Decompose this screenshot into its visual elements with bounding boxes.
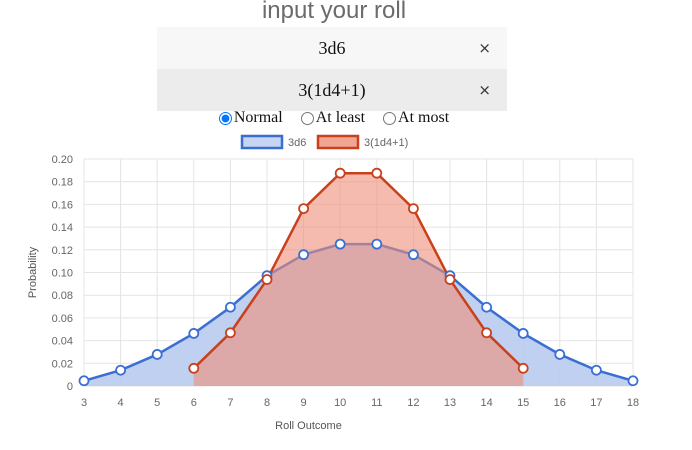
x-tick-label: 7 — [227, 397, 233, 409]
y-tick-label: 0.14 — [52, 222, 73, 234]
roll-expression: 3d6 — [318, 37, 346, 58]
y-tick-label: 0.02 — [52, 358, 73, 370]
x-tick-label: 10 — [334, 397, 346, 409]
mode-option-at-least[interactable]: At least — [300, 109, 366, 127]
data-point — [517, 328, 529, 339]
x-tick-label: 9 — [301, 397, 307, 409]
x-tick-label: 6 — [191, 397, 197, 409]
data-point — [407, 249, 419, 261]
mode-radio-normal[interactable] — [218, 111, 232, 125]
y-tick-label: 0.06 — [52, 313, 73, 325]
data-point — [517, 362, 529, 374]
x-tick-label: 18 — [627, 397, 639, 409]
mode-option-normal[interactable]: Normal — [218, 109, 283, 127]
x-tick-label: 5 — [154, 397, 160, 409]
data-point — [334, 167, 346, 179]
x-tick-label: 17 — [590, 397, 602, 409]
data-point — [334, 238, 346, 250]
data-point — [481, 327, 493, 339]
roll-entry-3d6[interactable]: 3d6 × — [157, 27, 507, 69]
y-tick-label: 0 — [67, 381, 73, 393]
data-point — [627, 375, 639, 387]
legend-swatch — [316, 134, 360, 150]
y-tick-label: 0.10 — [52, 268, 73, 280]
x-tick-label: 16 — [554, 397, 566, 409]
data-point — [261, 274, 273, 285]
y-tick-label: 0.18 — [52, 177, 73, 189]
y-tick-label: 0.12 — [52, 245, 73, 257]
data-point — [151, 349, 163, 360]
page-title: input your roll — [261, 0, 407, 24]
x-tick-label: 3 — [81, 397, 87, 409]
roll-expression: 3(1d4+1) — [298, 79, 366, 100]
x-tick-label: 11 — [371, 397, 382, 409]
data-point — [188, 328, 200, 339]
mode-radio-at-most[interactable] — [383, 111, 397, 125]
y-tick-label: 0.20 — [52, 154, 73, 166]
data-point — [554, 349, 566, 360]
mode-option-at-most[interactable]: At most — [383, 109, 449, 127]
data-point — [188, 362, 200, 374]
mode-label: At most — [398, 109, 450, 126]
x-tick-label: 13 — [444, 397, 456, 409]
data-point — [298, 249, 310, 261]
x-tick-label: 15 — [517, 397, 529, 409]
data-point — [115, 364, 126, 376]
remove-roll-button[interactable]: × — [478, 39, 491, 57]
y-tick-label: 0.04 — [52, 336, 73, 348]
remove-roll-button[interactable]: × — [478, 81, 491, 99]
y-axis-label: Probability — [27, 246, 39, 298]
data-point — [407, 203, 419, 214]
data-point — [371, 167, 383, 179]
mode-label: At least — [315, 109, 366, 126]
x-tick-label: 12 — [407, 397, 419, 409]
y-tick-label: 0.08 — [52, 290, 73, 302]
series-area-1 — [193, 173, 524, 386]
mode-label: Normal — [233, 109, 283, 126]
x-tick-label: 4 — [118, 397, 124, 409]
x-axis-label: Roll Outcome — [275, 420, 342, 432]
data-point — [481, 301, 493, 313]
data-point — [444, 274, 456, 285]
data-point — [224, 327, 236, 339]
y-tick-label: 0.16 — [52, 199, 73, 211]
data-point — [224, 301, 236, 313]
x-tick-label: 8 — [264, 397, 270, 409]
x-tick-label: 14 — [480, 397, 492, 409]
data-point — [298, 203, 310, 214]
series-line-1 — [192, 171, 525, 370]
legend-swatch — [240, 134, 284, 150]
legend-label: 3d6 — [288, 137, 306, 149]
roll-entry-3-1d4-plus-1[interactable]: 3(1d4+1) × — [157, 69, 507, 111]
mode-radio-group: Normal At least At most — [0, 109, 668, 127]
legend-label: 3(1d4+1) — [364, 137, 408, 149]
mode-radio-at-least[interactable] — [300, 111, 314, 125]
data-point — [371, 238, 383, 250]
data-point — [591, 364, 602, 376]
data-point — [78, 375, 90, 387]
